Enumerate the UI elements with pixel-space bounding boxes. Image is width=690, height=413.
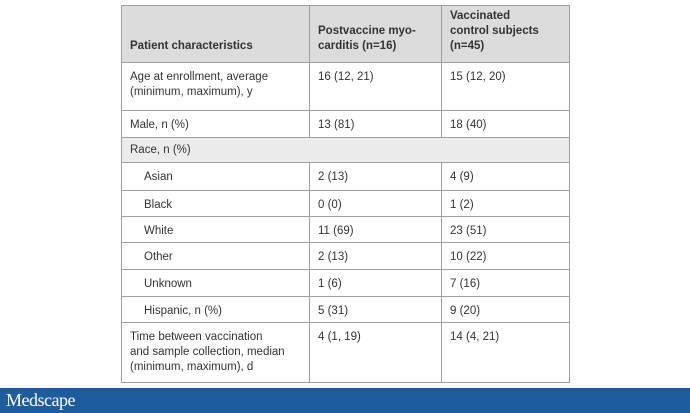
table-cell: 9 (20) [441,296,570,323]
table-cell: 7 (16) [441,269,570,297]
cell-line: 5 (31) [318,305,349,317]
table-cell: 10 (22) [441,242,570,270]
cell-line: Hispanic, n (%) [144,305,222,317]
table-cell: 16 (12, 21) [309,62,442,111]
table-cell: 1 (6) [309,269,442,297]
table-cell: 4 (9) [441,162,570,191]
header-cell: Postvaccine myo-carditis (n=16) [309,5,442,63]
header-cell: Vaccinated control subjects (n=45) [441,5,570,63]
cell-line: and sample collection, median [130,346,285,358]
table-cell: 14 (4, 21) [441,322,570,383]
section-label: Race, n (%) [121,137,570,163]
cell-line: 14 (4, 21) [450,331,500,343]
cell-line: 13 (81) [318,119,355,131]
table-cell: Time between vaccination and sample colle… [121,322,310,383]
table-cell: 4 (1, 19) [309,322,442,383]
table-cell: 0 (0) [309,190,442,217]
cell-line: (minimum, maximum), y [130,86,253,98]
cell-line: White [144,225,174,237]
header-cell: Patient characteristics [121,5,310,63]
table-row: Age at enrollment, average (minimum, maxi… [121,62,570,111]
header-row: Patient characteristics Postvaccine myo-c… [121,5,570,63]
table-row: Male, n (%) 13 (81) 18 (40) [121,110,570,138]
cell-line: 10 (22) [450,251,487,263]
cell-line: 16 (12, 21) [318,71,374,83]
table-row: Other 2 (13) 10 (22) [121,242,570,270]
cell-line: 7 (16) [450,278,481,290]
table-row: Unknown 1 (6) 7 (16) [121,269,570,297]
table-row: Asian 2 (13) 4 (9) [121,162,570,191]
table-row: White 11 (69) 23 (51) [121,216,570,243]
table-cell: 2 (13) [309,162,442,191]
cell-line: 1 (2) [450,199,474,211]
table-cell: Male, n (%) [121,110,310,138]
cell-line: Patient characteristics [130,40,253,52]
table-cell: 18 (40) [441,110,570,138]
table-cell: 23 (51) [441,216,570,243]
table-cell: 15 (12, 20) [441,62,570,111]
table-cell: 11 (69) [309,216,442,243]
cell-line: Unknown [144,278,192,290]
table-cell: Hispanic, n (%) [121,296,310,323]
cell-line: 23 (51) [450,225,487,237]
cell-line: (n=45) [450,40,485,52]
section-row: Race, n (%) [121,137,570,163]
cell-line: Black [144,199,173,211]
cell-line: Age at enrollment, average [130,71,269,83]
table-cell: 5 (31) [309,296,442,323]
cell-line: 2 (13) [318,171,349,183]
cell-line: Male, n (%) [130,119,189,131]
table-cell: 2 (13) [309,242,442,270]
cell-line: 4 (1, 19) [318,331,361,343]
table-cell: Age at enrollment, average (minimum, maxi… [121,62,310,111]
table: Patient characteristics Postvaccine myo-c… [121,5,570,383]
table-cell: 1 (2) [441,190,570,217]
cell-line: 4 (9) [450,171,474,183]
cell-line: Other [144,251,173,263]
cell-line: 1 (6) [318,278,342,290]
cell-line: 9 (20) [450,305,481,317]
table-cell: Other [121,242,310,270]
table-cell: Asian [121,162,310,191]
table-row: Time between vaccination and sample colle… [121,322,570,383]
cell-line: 2 (13) [318,251,349,263]
cell-line: 0 (0) [318,199,342,211]
cell-line: (minimum, maximum), d [130,361,254,373]
cell-line: Postvaccine myo- [318,25,416,37]
table-cell: Black [121,190,310,217]
cell-line: 11 (69) [318,225,354,237]
footer-bar: Medscape [0,388,690,413]
cell-line: Vaccinated [450,10,511,22]
table-cell: 13 (81) [309,110,442,138]
table-row: Hispanic, n (%) 5 (31) 9 (20) [121,296,570,323]
table-cell: White [121,216,310,243]
brand-logo: Medscape [6,390,75,410]
cell-line: Time between vaccination [130,331,263,343]
cell-line: control subjects [450,25,539,37]
cell-line: 15 (12, 20) [450,71,506,83]
cell-line: Asian [144,171,173,183]
table-cell: Unknown [121,269,310,297]
table-row: Black 0 (0) 1 (2) [121,190,570,217]
cell-line: 18 (40) [450,119,487,131]
cell-line: carditis (n=16) [318,40,397,52]
